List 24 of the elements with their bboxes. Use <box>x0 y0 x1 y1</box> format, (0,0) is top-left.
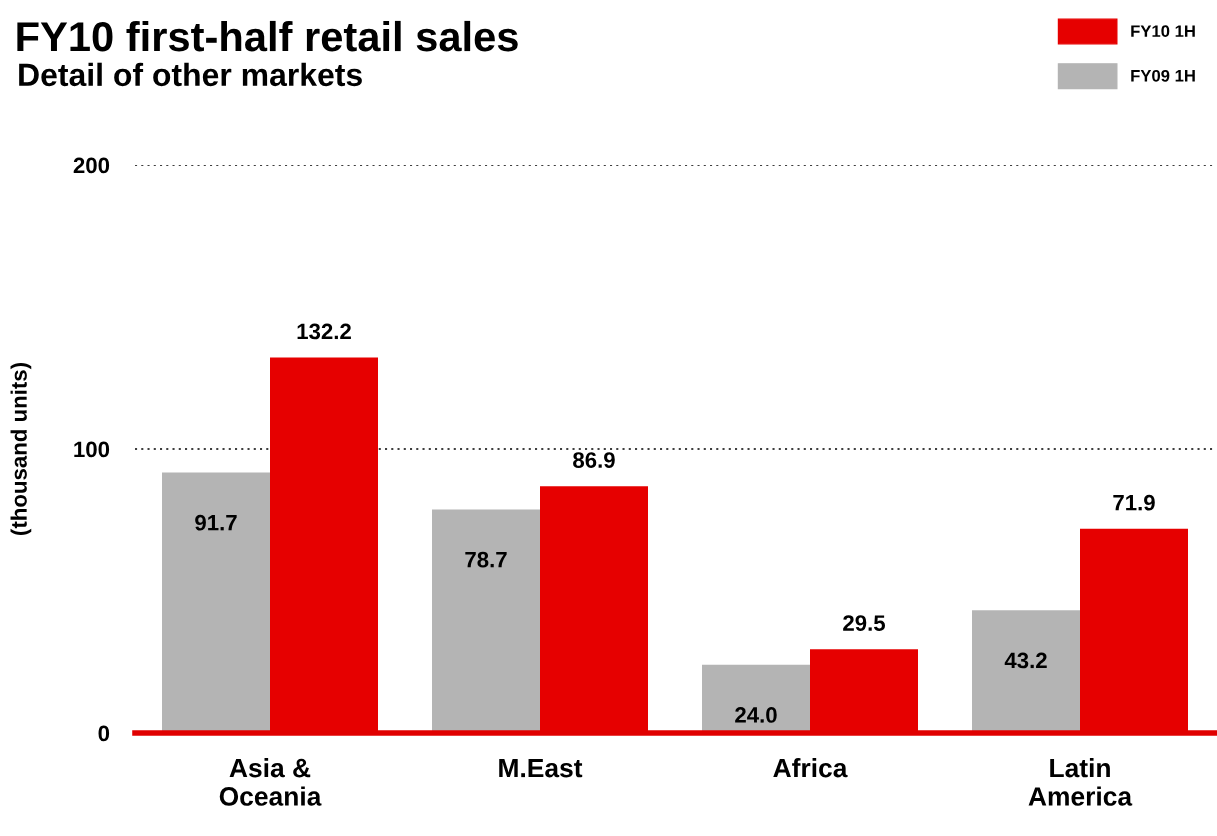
x-tick-label: Africa <box>773 758 848 778</box>
y-tick-label: 0 <box>98 725 110 742</box>
bar <box>162 472 270 733</box>
chart-title: FY10 first-half retail sales <box>17 20 518 52</box>
data-label: 24.0 <box>735 707 777 723</box>
y-axis-title: (thousand units) <box>10 363 32 535</box>
data-label: 29.5 <box>843 615 886 631</box>
x-tick-label: Latin America <box>1028 758 1133 806</box>
legend-label: FY09 1H <box>1131 69 1195 82</box>
y-tick-label: 100 <box>74 441 110 458</box>
bar <box>702 664 810 733</box>
y-tick-label: 200 <box>73 157 110 174</box>
data-label: 91.7 <box>195 514 237 531</box>
x-tick-label: M.East <box>499 758 583 778</box>
data-label: 78.7 <box>465 551 507 568</box>
chart-subtitle: Detail of other markets <box>19 62 362 87</box>
x-tick-label: Asia & Oceania <box>219 758 322 806</box>
legend-label: FY10 1H <box>1131 25 1195 38</box>
data-label: 71.9 <box>1113 494 1155 511</box>
bar <box>972 610 1080 733</box>
bar <box>432 509 540 733</box>
data-label: 132.2 <box>297 323 351 340</box>
data-label: 43.2 <box>1004 652 1047 669</box>
data-label: 86.9 <box>573 452 615 468</box>
